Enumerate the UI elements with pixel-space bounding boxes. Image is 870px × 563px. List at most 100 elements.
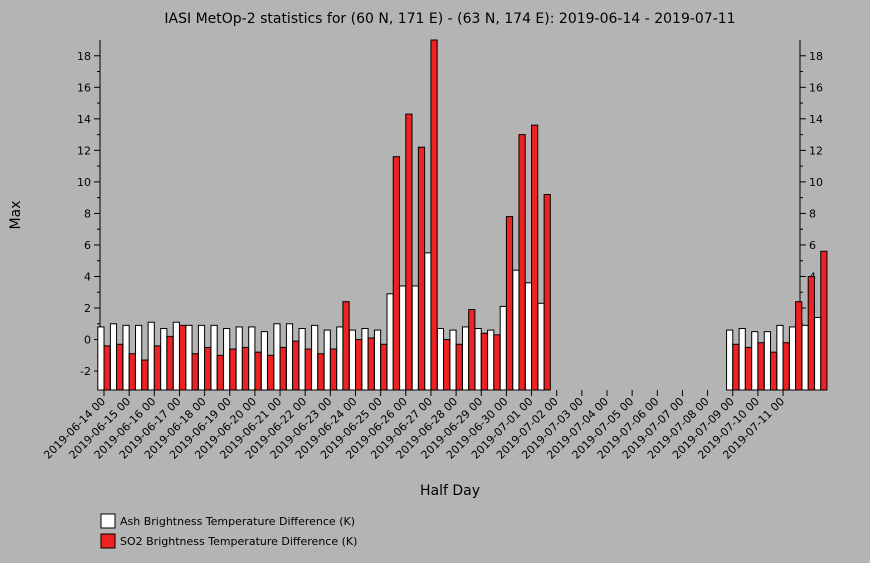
y-tick-label-right: 12	[809, 144, 823, 157]
bar-series-1	[361, 328, 369, 391]
legend-label-2: SO2 Brightness Temperature Difference (K…	[120, 535, 357, 548]
bar-series-2	[166, 335, 174, 391]
bar-series-2	[732, 343, 740, 391]
bar-series-1	[298, 328, 306, 391]
bar-series-2	[769, 351, 778, 391]
bar-series-2	[518, 134, 526, 391]
bar-series-1	[273, 323, 281, 391]
bar-series-1	[223, 328, 231, 391]
bar-series-2	[141, 359, 149, 391]
bar-series-1	[235, 326, 243, 391]
bar-series-2	[782, 342, 790, 391]
bar-series-2	[795, 301, 803, 391]
y-tick-label-left: 6	[84, 239, 91, 252]
bar-series-2	[229, 348, 237, 391]
bar-series-1	[726, 329, 734, 391]
bar-series-1	[512, 269, 520, 391]
bar-series-2	[443, 339, 451, 391]
bar-series-1	[323, 329, 331, 391]
bar-series-1	[97, 326, 105, 391]
y-tick-label-right: 18	[809, 50, 823, 63]
bar-series-1	[210, 324, 218, 391]
bar-series-2	[103, 345, 111, 391]
y-tick-label-left: 18	[77, 50, 91, 63]
y-tick-label-right: 6	[809, 239, 816, 252]
bar-series-2	[468, 309, 476, 391]
bar-series-2	[392, 156, 400, 391]
bar-series-2	[153, 345, 162, 391]
bar-series-1	[285, 323, 294, 391]
bar-series-1	[449, 329, 457, 391]
bar-series-2	[128, 353, 136, 391]
y-tick-label-left: 12	[77, 144, 91, 157]
bar-series-2	[505, 216, 514, 391]
bar-series-1	[524, 282, 533, 391]
y-tick-label-left: 8	[84, 207, 91, 220]
bar-series-1	[814, 316, 822, 391]
bar-series-2	[116, 343, 124, 391]
bar-series-1	[461, 326, 470, 391]
bar-series-1	[135, 324, 143, 391]
bar-series-1	[474, 328, 482, 391]
bar-series-2	[380, 343, 388, 391]
bar-series-1	[348, 329, 356, 391]
bar-series-1	[499, 305, 507, 391]
bar-series-2	[355, 339, 363, 391]
bar-series-2	[543, 194, 551, 391]
y-tick-label-left: 4	[84, 270, 91, 283]
bar-series-2	[216, 354, 224, 391]
bar-series-2	[455, 343, 463, 391]
bar-series-2	[430, 39, 438, 391]
bar-series-2	[531, 124, 539, 391]
bar-series-2	[292, 340, 300, 391]
bar-series-1	[487, 329, 495, 391]
bar-series-1	[801, 324, 809, 391]
bar-series-1	[185, 324, 193, 391]
bar-series-2	[493, 334, 501, 391]
bar-series-1	[537, 302, 545, 391]
y-tick-label-left: -2	[80, 365, 91, 378]
legend-swatch-1	[100, 513, 116, 529]
bar-series-2	[342, 301, 350, 391]
y-tick-label-left: 16	[77, 81, 91, 94]
bar-series-2	[279, 346, 287, 391]
bar-series-2	[241, 346, 250, 391]
bar-series-2	[757, 342, 765, 391]
legend: Ash Brightness Temperature Difference (K…	[100, 513, 357, 549]
bar-series-1	[122, 324, 130, 391]
bar-series-1	[336, 326, 344, 391]
y-tick-label-left: 0	[84, 334, 91, 347]
y-tick-label-right: 16	[809, 81, 823, 94]
bar-series-1	[248, 326, 256, 391]
bar-series-1	[386, 293, 394, 391]
bar-series-1	[147, 321, 155, 391]
bar-series-2	[204, 346, 212, 391]
bar-series-1	[763, 331, 771, 391]
bar-series-2	[405, 113, 413, 391]
bar-series-1	[751, 331, 759, 391]
bar-series-1	[311, 324, 319, 391]
bar-series-2	[367, 337, 375, 391]
bar-series-1	[197, 324, 206, 391]
bar-series-1	[373, 329, 382, 391]
x-axis-label: Half Day	[420, 483, 480, 499]
bar-series-1	[788, 326, 797, 391]
bar-series-1	[738, 328, 746, 391]
bar-series-2	[744, 346, 753, 391]
bar-series-1	[424, 252, 432, 391]
bar-series-2	[329, 348, 338, 391]
bar-series-1	[776, 324, 784, 391]
bar-series-2	[254, 351, 262, 391]
y-tick-label-right: 8	[809, 207, 816, 220]
bar-series-2	[178, 324, 187, 391]
bar-series-1	[436, 328, 445, 391]
bar-series-1	[260, 331, 268, 391]
bar-series-1	[399, 285, 407, 391]
bar-series-2	[480, 332, 488, 391]
bar-series-2	[807, 275, 815, 391]
y-tick-label-left: 10	[77, 176, 91, 189]
bars	[97, 39, 828, 391]
bar-series-1	[109, 323, 118, 391]
legend-swatch-2	[100, 533, 116, 549]
